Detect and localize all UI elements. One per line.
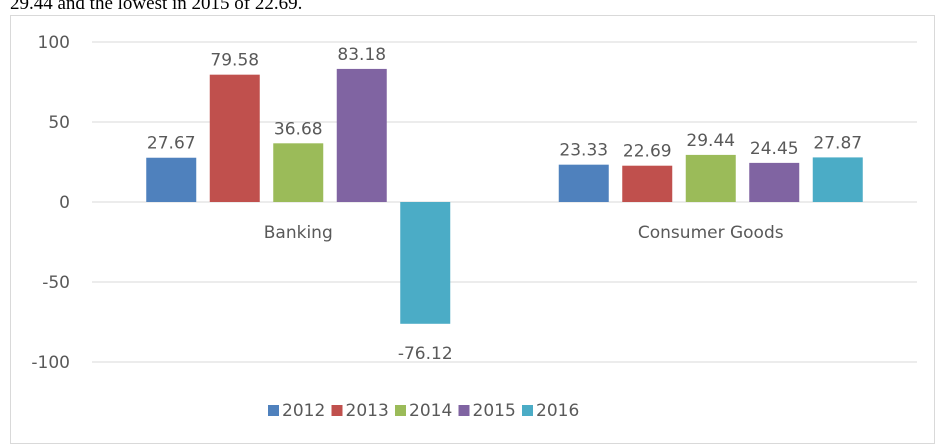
data-label: 24.45 [750,139,799,159]
text-above: 29.44 and the lowest in 2015 of 22.69. [10,0,302,14]
data-label: 83.18 [337,45,386,65]
x-tick-label: Banking [264,223,333,243]
data-label: 29.44 [686,131,735,151]
legend-label: 2012 [282,401,325,421]
y-tick-label: -100 [31,353,70,373]
data-label: 36.68 [274,119,323,139]
y-tick-label: 0 [59,193,70,213]
data-label: 22.69 [623,142,672,162]
x-tick-label: Consumer Goods [638,223,784,243]
data-label: -76.12 [398,344,453,364]
bar [146,157,197,202]
legend-label: 2013 [346,401,389,421]
data-label: 27.67 [147,134,196,154]
y-tick-label: 100 [38,33,70,53]
data-label: 27.87 [813,133,862,153]
y-tick-label: 50 [48,113,70,133]
bar [812,157,863,202]
bar [400,202,451,324]
bar [622,165,673,202]
bar [273,143,324,202]
bar [685,154,736,202]
bar [209,74,260,202]
y-tick-label: -50 [42,273,70,293]
legend-swatch [458,405,470,416]
data-label: 23.33 [559,141,608,161]
legend-swatch [522,405,533,416]
bar [749,162,800,202]
legend-label: 2016 [536,401,579,421]
chart-frame [10,15,935,444]
legend-label: 2015 [473,401,516,421]
bar [558,164,609,202]
legend-swatch [331,405,343,416]
legend-label: 2014 [409,401,452,421]
legend-swatch [395,405,406,416]
data-label: 79.58 [210,51,259,71]
legend-swatch [268,405,279,416]
bar [336,68,387,202]
